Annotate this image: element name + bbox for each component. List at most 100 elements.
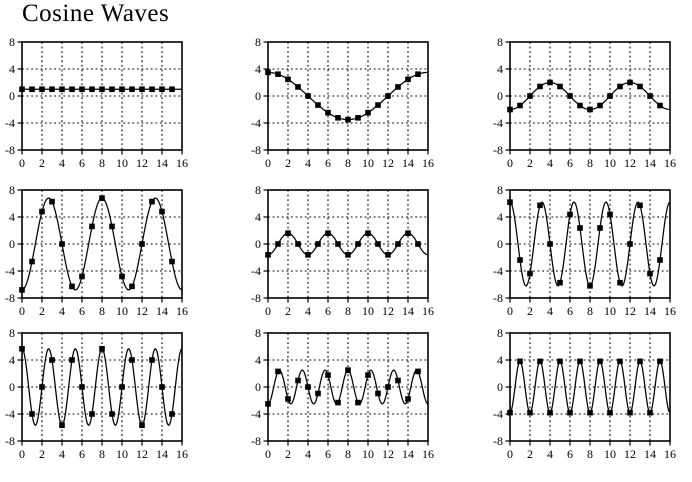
y-tick-label: 0 — [9, 380, 15, 394]
sample-marker — [119, 273, 125, 280]
sample-marker — [637, 202, 643, 209]
sample-marker — [657, 102, 663, 109]
sample-marker — [415, 241, 421, 247]
sample-marker — [99, 195, 105, 201]
sample-marker — [59, 241, 65, 247]
sample-marker — [547, 241, 553, 247]
x-tick-label: 6 — [567, 156, 573, 170]
subplot-cosine-k2: -8 -4 0 4 8 0 2 4 6 8 10 12 14 16 — [484, 35, 690, 184]
y-tick-label: 8 — [9, 184, 15, 197]
sample-marker — [597, 102, 603, 109]
y-tick-label: -8 — [493, 143, 503, 157]
sample-marker — [159, 384, 165, 390]
sample-marker — [405, 230, 411, 236]
x-tick-label: 8 — [345, 304, 351, 318]
x-tick-label: 4 — [59, 156, 65, 170]
sample-marker — [567, 211, 573, 218]
sample-marker — [547, 79, 553, 86]
x-tick-label: 10 — [604, 304, 616, 318]
y-tick-label: 8 — [255, 327, 261, 340]
x-tick-label: 2 — [527, 304, 533, 318]
y-tick-label: 0 — [255, 89, 261, 103]
x-tick-label: 2 — [39, 304, 45, 318]
sample-marker — [275, 368, 281, 375]
sample-marker — [159, 86, 165, 93]
y-tick-label: -8 — [251, 434, 261, 448]
figure-title: Cosine Waves — [22, 0, 170, 27]
y-tick-label: 0 — [9, 237, 15, 251]
sample-marker — [395, 241, 401, 247]
sample-marker — [139, 86, 145, 93]
sample-marker — [365, 372, 371, 378]
sample-marker — [405, 76, 411, 83]
x-tick-label: 12 — [136, 156, 148, 170]
x-tick-label: 10 — [116, 156, 128, 170]
sample-marker — [507, 106, 513, 113]
x-tick-label: 8 — [99, 447, 105, 461]
x-tick-label: 8 — [587, 156, 593, 170]
sample-marker — [159, 208, 165, 215]
sample-marker — [537, 83, 543, 90]
sample-marker — [597, 358, 603, 365]
y-tick-label: 0 — [255, 237, 261, 251]
sample-marker — [295, 84, 301, 90]
sample-marker — [517, 257, 523, 263]
sample-marker — [129, 357, 135, 363]
sample-marker — [637, 83, 643, 90]
sample-marker — [537, 202, 543, 209]
subplot-cosine-k3: -8 -4 0 4 8 0 2 4 6 8 10 12 14 16 — [0, 183, 202, 332]
x-tick-label: 10 — [362, 447, 374, 461]
x-tick-label: 0 — [265, 156, 271, 170]
sample-marker — [345, 116, 351, 123]
sample-marker — [275, 71, 281, 77]
y-tick-label: 0 — [9, 89, 15, 103]
x-tick-label: 4 — [305, 447, 311, 461]
sample-marker — [355, 115, 361, 121]
sample-marker — [627, 241, 633, 247]
x-tick-label: 10 — [604, 447, 616, 461]
x-tick-label: 0 — [19, 447, 25, 461]
sample-marker — [597, 225, 603, 231]
y-tick-label: -4 — [251, 116, 261, 130]
x-tick-label: 8 — [587, 304, 593, 318]
sample-marker — [507, 409, 513, 416]
x-tick-label: 14 — [402, 304, 414, 318]
y-tick-label: 0 — [497, 237, 503, 251]
y-tick-label: 4 — [497, 210, 503, 224]
y-tick-label: 4 — [255, 353, 261, 367]
x-tick-label: 6 — [325, 156, 331, 170]
y-tick-label: -4 — [5, 116, 15, 130]
sample-marker — [577, 225, 583, 231]
sample-marker — [169, 258, 175, 265]
y-tick-label: -4 — [5, 264, 15, 278]
sample-marker — [39, 384, 45, 390]
x-tick-label: 14 — [644, 304, 656, 318]
sample-marker — [275, 241, 281, 247]
sample-marker — [537, 358, 543, 365]
x-tick-label: 14 — [156, 304, 168, 318]
x-tick-label: 0 — [265, 447, 271, 461]
sample-marker — [59, 422, 65, 429]
sample-marker — [617, 279, 623, 286]
x-tick-label: 4 — [547, 156, 553, 170]
sample-marker — [315, 102, 321, 108]
sample-marker — [365, 230, 371, 236]
x-tick-label: 16 — [664, 447, 676, 461]
sample-marker — [139, 241, 145, 247]
y-tick-label: -4 — [493, 407, 503, 421]
sample-marker — [335, 241, 341, 247]
sample-marker — [577, 102, 583, 109]
sample-marker — [587, 409, 593, 416]
sample-marker — [139, 422, 145, 429]
x-tick-label: 4 — [547, 447, 553, 461]
sample-marker — [39, 208, 45, 215]
sample-marker — [79, 384, 85, 390]
y-tick-label: -4 — [493, 264, 503, 278]
sample-marker — [607, 211, 613, 218]
x-tick-label: 14 — [644, 447, 656, 461]
sample-marker — [29, 411, 35, 417]
sample-marker — [285, 230, 291, 236]
